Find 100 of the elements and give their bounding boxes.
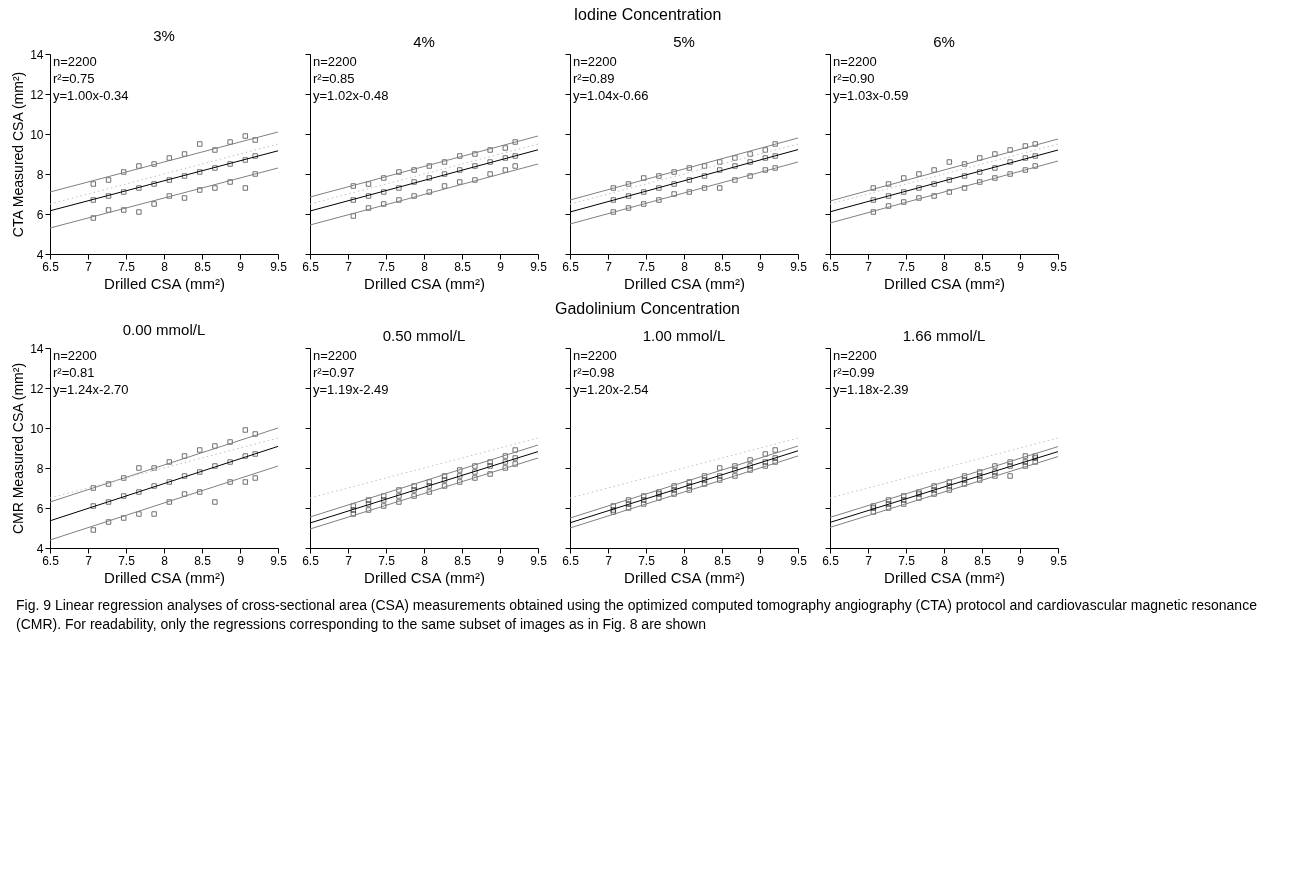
point [90, 215, 96, 221]
point [197, 187, 203, 193]
point [885, 181, 892, 187]
point [901, 497, 907, 503]
point [870, 185, 876, 191]
point [411, 179, 417, 185]
point [426, 163, 432, 169]
point [381, 503, 387, 509]
annotation: y=1.19x-2.49 [313, 382, 389, 397]
point [901, 175, 907, 181]
point [350, 213, 356, 219]
annotation: n=2200 [53, 54, 97, 69]
point [671, 191, 677, 197]
point [502, 145, 508, 151]
point [197, 469, 203, 475]
point [870, 197, 876, 203]
point [512, 139, 518, 145]
point [671, 483, 677, 489]
annotation: r²=0.90 [833, 71, 875, 86]
annotation: y=1.00x-0.34 [53, 88, 129, 103]
point [136, 185, 142, 191]
point [365, 205, 372, 211]
x-tick-label: 9.5 [530, 553, 548, 568]
point [227, 161, 233, 167]
x-tick-label: 7 [605, 259, 613, 274]
point [1022, 463, 1028, 469]
point [762, 167, 768, 173]
point [502, 465, 508, 471]
point [166, 177, 172, 183]
point [717, 159, 723, 165]
x-tick-label: 7.5 [378, 553, 396, 568]
point [197, 141, 203, 147]
point [961, 173, 968, 179]
annotation: n=2200 [833, 348, 877, 363]
point [1032, 153, 1038, 159]
point [502, 453, 508, 459]
point [1007, 159, 1013, 165]
point [656, 185, 662, 191]
point [426, 483, 432, 489]
x-axis-title: Drilled CSA (mm²) [364, 274, 485, 292]
point [472, 475, 478, 481]
point [90, 181, 96, 187]
point [350, 197, 356, 203]
x-tick-label: 8.5 [194, 553, 212, 568]
x-tick-label: 7 [345, 259, 353, 274]
point [931, 167, 937, 173]
point [426, 189, 432, 195]
x-tick-label: 9 [497, 259, 505, 274]
point [625, 497, 632, 503]
point [641, 189, 647, 195]
x-axis-title: Drilled CSA (mm²) [884, 274, 1005, 292]
point [961, 161, 968, 167]
point [151, 181, 157, 187]
x-tick-label: 8.5 [454, 553, 472, 568]
point [252, 153, 258, 159]
chart-title: 0.00 mmol/L [122, 321, 206, 338]
point [166, 193, 172, 199]
y-tick-label: 12 [30, 381, 44, 396]
point [151, 511, 157, 517]
point [732, 177, 738, 183]
point [1007, 171, 1013, 177]
point [136, 465, 142, 471]
x-axis-title: Drilled CSA (mm²) [624, 274, 745, 292]
point [227, 479, 233, 485]
point [732, 463, 738, 469]
point [717, 477, 723, 483]
point [732, 163, 738, 169]
x-tick-label: 7.5 [898, 259, 916, 274]
point [212, 463, 218, 469]
point [90, 197, 96, 203]
point [931, 181, 937, 187]
point [870, 209, 876, 215]
point [671, 491, 677, 497]
point [901, 501, 907, 507]
text: Iodine Concentration [572, 6, 723, 24]
x-tick-label: 9 [237, 259, 245, 274]
point [166, 499, 172, 505]
annotation: y=1.24x-2.70 [53, 382, 129, 397]
point [977, 169, 983, 175]
point [885, 497, 892, 503]
point [686, 189, 692, 195]
x-tick-label: 8 [161, 553, 169, 568]
point [772, 141, 778, 147]
chart-title: 5% [673, 32, 695, 50]
point [686, 479, 692, 485]
point [487, 463, 493, 469]
x-tick-label: 7 [85, 259, 93, 274]
point [381, 497, 387, 503]
point [411, 167, 417, 173]
point [105, 193, 112, 199]
x-tick-label: 6.5 [42, 259, 60, 274]
point [625, 181, 632, 187]
point [1022, 155, 1028, 161]
point [747, 467, 753, 473]
annotation: y=1.18x-2.39 [833, 382, 909, 397]
x-tick-label: 7.5 [378, 259, 396, 274]
point [977, 473, 983, 479]
x-tick-label: 9.5 [270, 553, 288, 568]
x-tick-label: 8.5 [194, 259, 212, 274]
point [212, 185, 218, 191]
